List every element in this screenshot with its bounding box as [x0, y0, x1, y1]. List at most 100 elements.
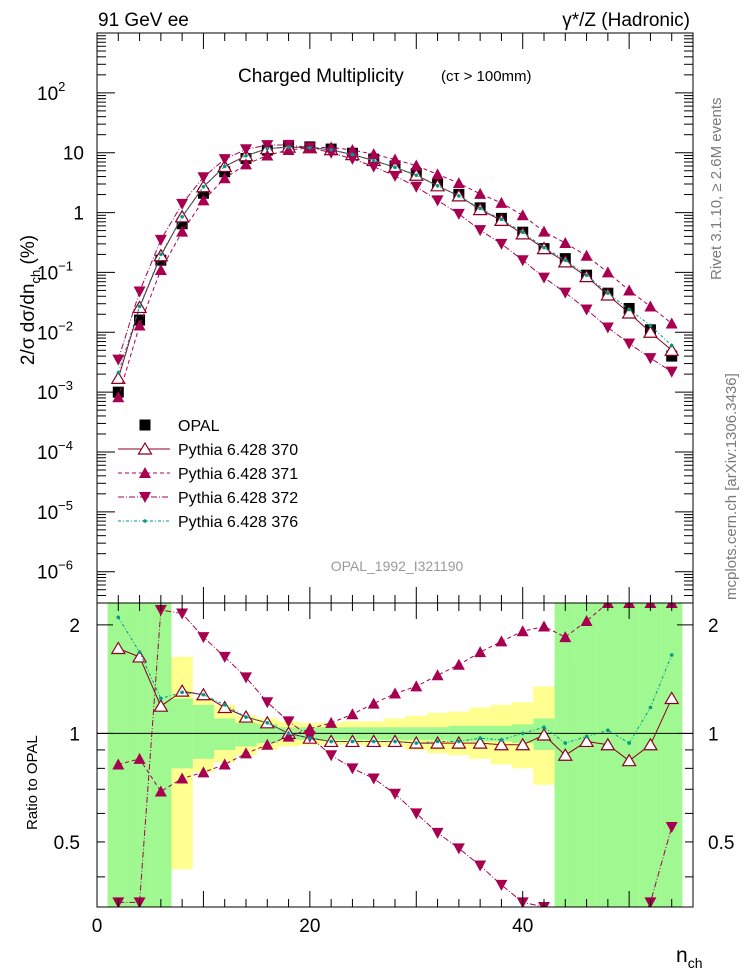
main-data-point: [410, 159, 423, 171]
ratio-data-point: [176, 772, 189, 784]
ratio-data-point: [389, 788, 401, 800]
ratio-data-point: [669, 653, 674, 657]
ratio-y-axis-label: Ratio to OPAL: [24, 735, 41, 830]
main-data-point: [495, 196, 508, 208]
ratio-data-point: [414, 741, 419, 745]
ratio-data-point: [197, 766, 210, 778]
legend-label: Pythia 6.428 376: [178, 514, 298, 531]
ratio-data-point: [329, 739, 333, 744]
ratio-y-tick-label: 2: [708, 616, 719, 637]
ratio-data-point: [154, 785, 167, 797]
ratio-data-point: [495, 635, 508, 647]
main-data-point: [584, 273, 589, 277]
main-data-point: [133, 319, 146, 331]
ratio-data-point: [648, 705, 653, 710]
ratio-data-point: [116, 615, 121, 620]
ratio-data-point: [542, 725, 546, 730]
main-plot-series: [110, 139, 680, 403]
rivet-label: Rivet 3.1.10, ≥ 2.6M events: [708, 98, 725, 281]
main-data-point: [520, 230, 525, 234]
ratio-data-point: [137, 650, 142, 654]
ratio-data-point: [431, 669, 444, 681]
main-series-3: [112, 139, 678, 378]
x-tick-label: 40: [512, 916, 533, 937]
ratio-data-point: [218, 651, 231, 663]
main-data-point: [410, 181, 423, 193]
main-plot-title: Charged Multiplicity (cτ > 100mm): [238, 66, 532, 87]
main-data-point: [606, 291, 610, 295]
main-data-point: [478, 206, 482, 211]
ratio-data-point: [133, 752, 146, 764]
x-axis-label: nch: [676, 944, 702, 971]
axes: 0 20 40 10−6 10−5 10−4 10−3 10−2 10−1 1 10 102 0.5 0.…: [37, 32, 734, 937]
ratio-data-point: [563, 741, 568, 745]
main-data-point: [367, 148, 380, 160]
legend-item: Pythia 6.428 370: [118, 441, 298, 459]
main-data-point: [516, 209, 529, 221]
main-data-point: [308, 145, 312, 150]
legend-marker: [143, 519, 147, 523]
ratio-data-point: [536, 727, 552, 741]
mcplots-label: mcplots.cern.ch [arXiv:1306.3436]: [723, 373, 740, 600]
main-data-point: [431, 195, 444, 207]
main-data-point: [563, 258, 568, 263]
main-series-4: [116, 145, 674, 375]
ratio-data-point: [282, 730, 295, 742]
ratio-data-point: [581, 933, 593, 944]
ratio-data-point: [240, 747, 252, 759]
x-tick-label: 0: [92, 916, 103, 937]
main-data-point: [627, 307, 631, 312]
ratio-data-point: [435, 739, 440, 744]
ratio-data-point: [621, 753, 637, 767]
main-data-point: [197, 172, 210, 184]
main-data-point: [542, 245, 546, 250]
main-data-point: [665, 366, 678, 378]
ratio-data-point: [218, 758, 231, 770]
main-data-point: [176, 218, 188, 230]
ratio-data-point: [538, 620, 550, 632]
ratio-data-point: [584, 734, 589, 739]
main-data-point: [176, 225, 189, 237]
main-data-point: [580, 249, 593, 261]
ratio-series-1: [112, 603, 678, 797]
main-data-point: [623, 284, 636, 296]
ratio-data-point: [478, 736, 482, 740]
chart-title: Charged Multiplicity: [238, 66, 404, 87]
main-y-tick-label: 10−5: [37, 498, 73, 524]
ratio-data-point: [222, 703, 227, 707]
main-data-point: [201, 184, 206, 189]
legend-label: Pythia 6.428 371: [178, 466, 298, 483]
band-inner-bin: [107, 603, 129, 907]
main-data-point: [495, 238, 508, 250]
main-data-point: [154, 263, 167, 275]
ratio-data-point: [325, 750, 338, 762]
main-data-point: [110, 371, 126, 384]
band-inner-bin: [597, 603, 619, 907]
main-data-point: [601, 322, 614, 334]
ratio-data-point: [520, 731, 525, 736]
ratio-data-point: [431, 827, 444, 839]
main-data-point: [669, 343, 674, 348]
ratio-data-point: [286, 731, 291, 736]
main-data-point: [286, 145, 291, 149]
ratio-data-point: [452, 843, 465, 855]
main-data-point: [499, 217, 504, 222]
ratio-data-point: [282, 716, 295, 728]
ratio-data-point: [474, 860, 487, 872]
svg-text:2/σ dσ/dnch (%): 2/σ dσ/dnch (%): [18, 235, 43, 365]
main-data-point: [559, 287, 572, 299]
main-data-point: [435, 184, 440, 188]
ratio-data-point: [472, 735, 488, 749]
ratio-data-point: [559, 631, 572, 643]
main-data-point: [474, 187, 487, 199]
x-tick-label: 20: [299, 916, 320, 937]
main-data-point: [414, 173, 419, 178]
main-data-point: [389, 170, 401, 182]
ratio-data-point: [367, 773, 380, 785]
ratio-data-point: [410, 808, 423, 820]
ratio-data-point: [303, 722, 316, 734]
main-data-point: [329, 147, 333, 152]
main-data-point: [133, 286, 146, 298]
main-data-point: [457, 194, 461, 198]
